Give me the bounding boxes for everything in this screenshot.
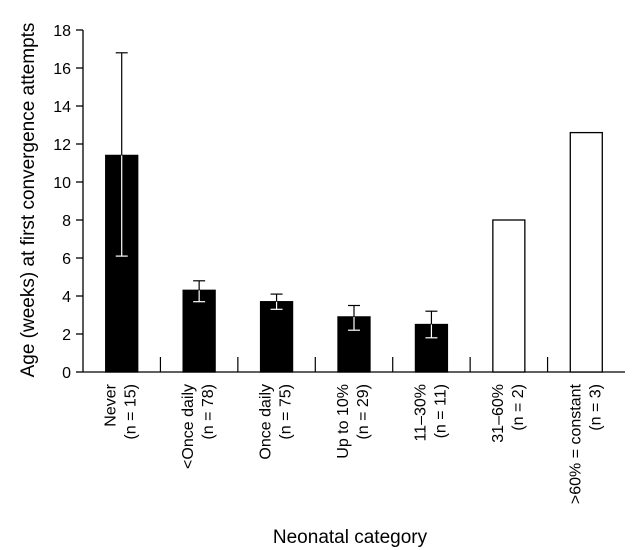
x-tick-label: <Once daily (n = 78) bbox=[180, 384, 217, 469]
bars bbox=[105, 131, 603, 373]
y-tick-label: 2 bbox=[62, 327, 71, 344]
y-tick-label: 18 bbox=[53, 23, 71, 40]
error-bars bbox=[115, 52, 438, 339]
category-count: (n = 78) bbox=[200, 384, 217, 440]
bar bbox=[259, 301, 294, 373]
x-tick-label: Up to 10% (n = 29) bbox=[335, 384, 372, 459]
category-count: (n = 75) bbox=[278, 384, 295, 440]
x-tick-label: >60% = constant (n = 3) bbox=[567, 383, 604, 504]
bar bbox=[569, 131, 603, 373]
category-labels: Never (n = 15) <Once daily (n = 78) Once dai… bbox=[103, 383, 605, 504]
x-tick-label: Never (n = 15) bbox=[103, 383, 140, 439]
y-axis-title: Age (weeks) at first convergence attempt… bbox=[18, 23, 39, 378]
y-tick-label: 4 bbox=[62, 289, 71, 306]
category-name: Up to 10% bbox=[335, 384, 352, 459]
y-tick-label: 8 bbox=[62, 213, 71, 230]
y-tick-label: 0 bbox=[62, 365, 71, 382]
category-count: (n = 11) bbox=[432, 384, 449, 438]
category-name: Never bbox=[103, 383, 120, 426]
bar bbox=[492, 219, 526, 373]
category-count: (n = 3) bbox=[587, 384, 604, 431]
y-tick-label: 12 bbox=[53, 137, 71, 154]
bar bbox=[182, 289, 216, 373]
x-axis-title: Neonatal category bbox=[273, 527, 428, 548]
y-tick-label: 10 bbox=[53, 175, 71, 192]
x-tick-label: 11–30% (n = 11) bbox=[412, 384, 449, 442]
category-count: (n = 29) bbox=[355, 384, 372, 440]
y-tick-label: 14 bbox=[53, 99, 71, 116]
category-name: Once daily bbox=[258, 384, 275, 460]
category-name: 31–60% bbox=[490, 384, 507, 443]
category-name: <Once daily bbox=[180, 384, 197, 469]
x-tick-label: Once daily (n = 75) bbox=[258, 384, 295, 460]
y-tick-label: 16 bbox=[53, 61, 71, 78]
category-name: >60% = constant bbox=[567, 383, 584, 504]
x-tick-label: 31–60% (n = 2) bbox=[490, 384, 527, 443]
y-tick-label: 6 bbox=[62, 251, 71, 268]
category-count: (n = 2) bbox=[510, 384, 527, 431]
category-count: (n = 15) bbox=[123, 384, 140, 440]
category-name: 11–30% bbox=[412, 384, 429, 442]
y-axis: 0 2 4 6 8 10 12 14 16 18 bbox=[53, 23, 84, 382]
